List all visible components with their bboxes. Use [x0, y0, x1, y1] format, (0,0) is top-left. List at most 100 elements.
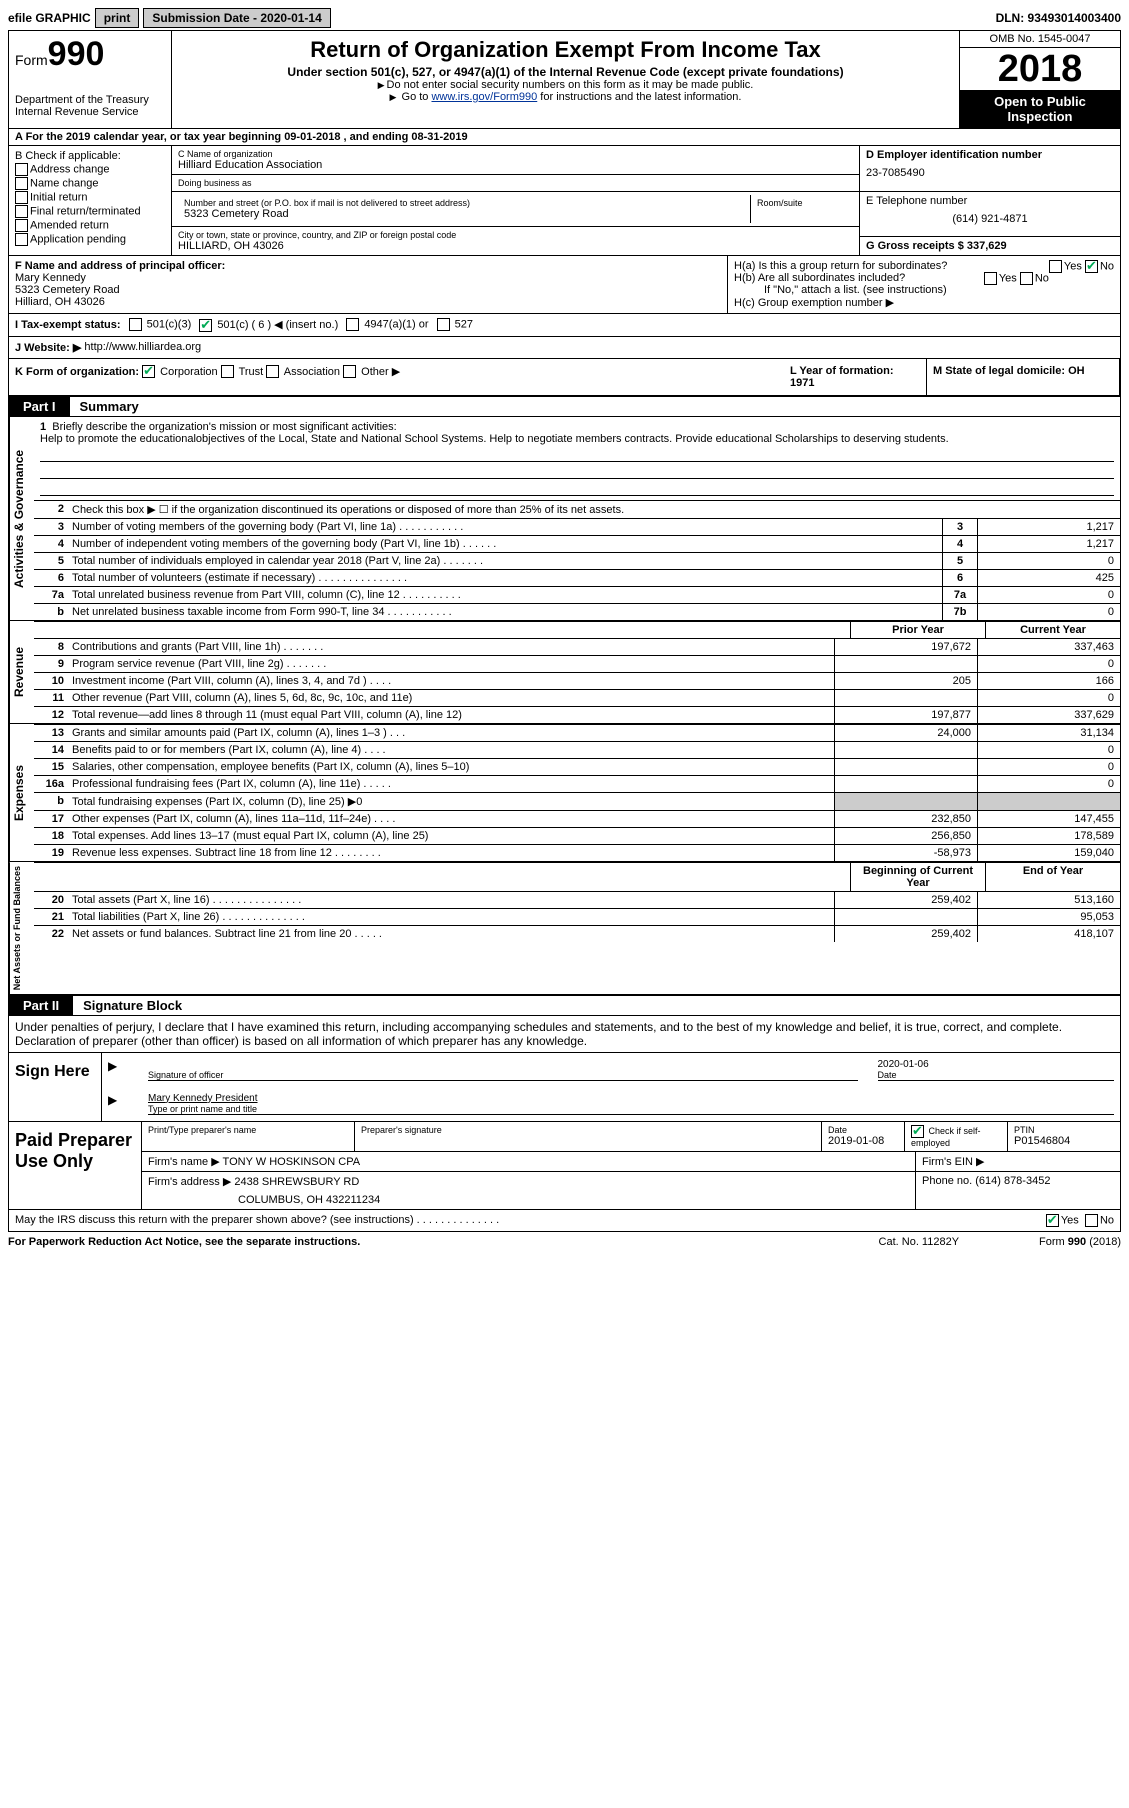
- omb-number: OMB No. 1545-0047: [960, 31, 1120, 48]
- tax-year: 2018: [960, 48, 1120, 90]
- phone-cell: E Telephone number (614) 921-4871: [860, 192, 1120, 238]
- chk-501c3[interactable]: 501(c)(3): [129, 318, 192, 331]
- chk-amended[interactable]: Amended return: [15, 219, 165, 232]
- line-8: 8 Contributions and grants (Part VIII, l…: [34, 638, 1120, 655]
- line-b: b Total fundraising expenses (Part IX, c…: [34, 792, 1120, 810]
- irs-link[interactable]: www.irs.gov/Form990: [431, 91, 537, 103]
- discuss-row: May the IRS discuss this return with the…: [9, 1210, 1120, 1231]
- line-21: 21 Total liabilities (Part X, line 26) .…: [34, 908, 1120, 925]
- chk-application[interactable]: Application pending: [15, 233, 165, 246]
- chk-4947[interactable]: 4947(a)(1) or: [346, 318, 428, 331]
- part2-tab: Part II: [9, 996, 73, 1015]
- sign-here-block: Sign Here ▶ Signature of officer 2020-01…: [9, 1053, 1120, 1122]
- state-domicile: M State of legal domicile: OH: [927, 359, 1120, 395]
- open-inspection: Open to Public Inspection: [960, 90, 1120, 128]
- org-name-cell: C Name of organization Hilliard Educatio…: [172, 146, 859, 175]
- line-20: 20 Total assets (Part X, line 16) . . . …: [34, 891, 1120, 908]
- line-10: 10 Investment income (Part VIII, column …: [34, 672, 1120, 689]
- row-i: I Tax-exempt status: 501(c)(3) 501(c) ( …: [9, 314, 1120, 337]
- form-title: Return of Organization Exempt From Incom…: [180, 37, 951, 63]
- ein-value: 23-7085490: [866, 167, 1114, 179]
- col-b-header: B Check if applicable:: [15, 150, 165, 162]
- form-version: Form 990 (2018): [1039, 1236, 1121, 1248]
- discuss-yes[interactable]: [1046, 1214, 1059, 1227]
- chk-corporation[interactable]: Corporation: [142, 366, 218, 378]
- year-headers: Prior Year Current Year: [34, 621, 1120, 638]
- line-4: 4 Number of independent voting members o…: [34, 535, 1120, 552]
- chk-527[interactable]: 527: [437, 318, 473, 331]
- h-c: H(c) Group exemption number ▶: [734, 296, 1114, 309]
- h-a: H(a) Is this a group return for subordin…: [734, 260, 1114, 272]
- note-ssn: Do not enter social security numbers on …: [180, 79, 951, 91]
- line-12: 12 Total revenue—add lines 8 through 11 …: [34, 706, 1120, 723]
- chk-501c[interactable]: 501(c) ( 6 ) ◀ (insert no.): [199, 318, 338, 332]
- h-block: H(a) Is this a group return for subordin…: [728, 256, 1120, 313]
- line-14: 14 Benefits paid to or for members (Part…: [34, 741, 1120, 758]
- dba-cell: Doing business as: [172, 175, 859, 192]
- h-b: H(b) Are all subordinates included? Yes …: [734, 272, 1114, 284]
- sign-here-label: Sign Here: [9, 1053, 102, 1121]
- principal-officer: F Name and address of principal officer:…: [9, 256, 728, 313]
- line-9: 9 Program service revenue (Part VIII, li…: [34, 655, 1120, 672]
- submission-date: Submission Date - 2020-01-14: [143, 8, 330, 28]
- phone-value: (614) 921-4871: [866, 213, 1114, 225]
- governance-section: Activities & Governance 1 Briefly descri…: [9, 417, 1120, 620]
- col-b: B Check if applicable: Address change Na…: [9, 146, 172, 255]
- print-button[interactable]: print: [95, 8, 140, 28]
- street-address: 5323 Cemetery Road: [184, 208, 744, 220]
- firm-phone: Phone no. (614) 878-3452: [916, 1172, 1120, 1209]
- dept-treasury: Department of the Treasury: [15, 94, 165, 106]
- dln: DLN: 93493014003400: [996, 11, 1121, 25]
- row-k: K Form of organization: Corporation Trus…: [9, 359, 1120, 397]
- part1-title: Summary: [70, 399, 139, 414]
- declaration: Under penalties of perjury, I declare th…: [9, 1016, 1120, 1053]
- topbar: efile GRAPHIC print Submission Date - 20…: [8, 8, 1121, 28]
- efile-label: efile GRAPHIC: [8, 11, 91, 25]
- expenses-section: Expenses 13 Grants and similar amounts p…: [9, 723, 1120, 861]
- chk-other[interactable]: Other ▶: [343, 366, 400, 378]
- chk-address-change[interactable]: Address change: [15, 163, 165, 176]
- cat-number: Cat. No. 11282Y: [879, 1236, 960, 1248]
- officer-sig-date: 2020-01-06: [878, 1059, 1115, 1070]
- paperwork-notice: For Paperwork Reduction Act Notice, see …: [8, 1236, 879, 1248]
- form-header: Form990 Department of the Treasury Inter…: [9, 31, 1120, 129]
- preparer-block: Paid Preparer Use Only Print/Type prepar…: [9, 1122, 1120, 1210]
- line-6: 6 Total number of volunteers (estimate i…: [34, 569, 1120, 586]
- line-11: 11 Other revenue (Part VIII, column (A),…: [34, 689, 1120, 706]
- revenue-section: Revenue Prior Year Current Year 8 Contri…: [9, 620, 1120, 723]
- website-url: http://www.hilliardea.org: [84, 341, 201, 354]
- part2-title: Signature Block: [73, 998, 182, 1013]
- line-18: 18 Total expenses. Add lines 13–17 (must…: [34, 827, 1120, 844]
- line-16a: 16a Professional fundraising fees (Part …: [34, 775, 1120, 792]
- col-d: D Employer identification number 23-7085…: [859, 146, 1120, 255]
- line-7a: 7a Total unrelated business revenue from…: [34, 586, 1120, 603]
- mission-block: 1 Briefly describe the organization's mi…: [34, 417, 1120, 500]
- city-cell: City or town, state or province, country…: [172, 227, 859, 255]
- form-number: 990: [48, 35, 105, 73]
- room-suite: Room/suite: [751, 195, 853, 223]
- paid-preparer-label: Paid Preparer Use Only: [9, 1122, 142, 1209]
- line-19: 19 Revenue less expenses. Subtract line …: [34, 844, 1120, 861]
- line-17: 17 Other expenses (Part IX, column (A), …: [34, 810, 1120, 827]
- chk-association[interactable]: Association: [266, 366, 340, 378]
- header-left: Form990 Department of the Treasury Inter…: [9, 31, 172, 128]
- h-b-note: If "No," attach a list. (see instruction…: [734, 284, 1114, 296]
- line-5: 5 Total number of individuals employed i…: [34, 552, 1120, 569]
- officer-name: Mary Kennedy President: [148, 1093, 1114, 1104]
- chk-trust[interactable]: Trust: [221, 366, 264, 378]
- discuss-no[interactable]: [1085, 1214, 1098, 1227]
- note-link: Go to www.irs.gov/Form990 for instructio…: [180, 91, 951, 103]
- firm-name: TONY W HOSKINSON CPA: [223, 1156, 361, 1168]
- vlabel-revenue: Revenue: [9, 621, 34, 723]
- header-right: OMB No. 1545-0047 2018 Open to Public In…: [959, 31, 1120, 128]
- chk-final-return[interactable]: Final return/terminated: [15, 205, 165, 218]
- line-13: 13 Grants and similar amounts paid (Part…: [34, 724, 1120, 741]
- chk-initial-return[interactable]: Initial return: [15, 191, 165, 204]
- form-word: Form: [15, 52, 48, 68]
- header-mid: Return of Organization Exempt From Incom…: [172, 31, 959, 128]
- net-headers: Beginning of Current Year End of Year: [34, 862, 1120, 891]
- chk-name-change[interactable]: Name change: [15, 177, 165, 190]
- year-formation: L Year of formation: 1971: [784, 359, 927, 395]
- city-state-zip: HILLIARD, OH 43026: [178, 240, 853, 252]
- gross-receipts: G Gross receipts $ 337,629: [860, 237, 1120, 255]
